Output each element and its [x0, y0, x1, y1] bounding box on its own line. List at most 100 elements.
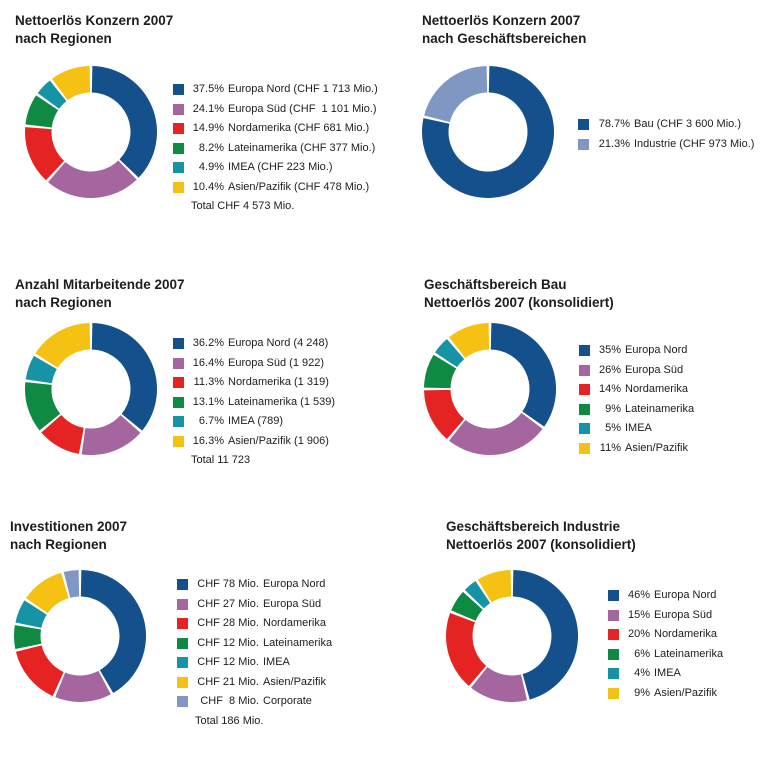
donut-segment-europa_nord: [91, 323, 157, 431]
chart-legend: 78.7% Bau (CHF 3 600 Mio.) 21.3% Industrie …: [578, 115, 754, 154]
donut-segment-asien_pazifik: [25, 572, 69, 614]
legend-label: Europa Nord: [654, 589, 717, 602]
donut-segment-asien_pazifik: [51, 66, 91, 101]
legend-label: Lateinamerika (1 539): [228, 395, 336, 408]
europa_sued-swatch-icon: [173, 357, 184, 369]
legend-total: Total 11 723: [191, 454, 251, 467]
legend-value: CHF 8 Mio.: [200, 695, 259, 708]
legend-item: 16.4% Europa Süd (1 922): [173, 354, 335, 374]
legend-item: CHF 12 Mio. IMEA: [177, 653, 332, 673]
donut-segment-europa_sued: [81, 415, 141, 455]
donut-segment-imea: [435, 339, 465, 368]
legend-value: CHF 21 Mio.: [197, 675, 259, 688]
donut-segment-europa_nord: [80, 570, 146, 694]
legend-value: 15%: [627, 608, 650, 621]
legend-item: CHF 27 Mio. Europa Süd: [177, 595, 332, 615]
asien_pazifik-swatch-icon: [608, 687, 619, 699]
donut-segment-imea: [25, 355, 57, 384]
donut-segment-lateinamerika: [14, 625, 42, 650]
donut-segment-europa_nord: [91, 66, 157, 178]
donut-segment-imea: [464, 581, 491, 609]
legend-item: 9% Lateinamerika: [579, 400, 694, 420]
legend-value: 21.3%: [598, 137, 630, 150]
legend-item: 15% Europa Süd: [608, 606, 723, 626]
legend-item: CHF 8 Mio. Corporate: [177, 692, 332, 712]
lateinamerika-swatch-icon: [173, 142, 184, 154]
chart-title-line: Nettoerlös Konzern 2007: [422, 13, 581, 28]
donut-segment-nordamerika: [446, 612, 487, 686]
legend-item: 21.3% Industrie (CHF 973 Mio.): [578, 135, 754, 155]
legend-label: Nordamerika: [625, 383, 688, 396]
lateinamerika-swatch-icon: [177, 637, 188, 649]
legend-item: CHF 28 Mio. Nordamerika: [177, 614, 332, 634]
legend-value: 14.9%: [192, 122, 224, 135]
legend-label: Europa Nord (CHF 1 713 Mio.): [228, 83, 378, 96]
chart-nettoerloes-konzern-nach-geschaeftsbereichen: Nettoerlös Konzern 2007 nach Geschäftsber…: [422, 12, 754, 198]
legend-label: IMEA: [263, 656, 290, 669]
legend-label: Nordamerika (1 319): [228, 376, 329, 389]
legend-label: IMEA (789): [228, 415, 284, 428]
legend-value: 8.2%: [198, 141, 224, 154]
legend-label: Europa Süd: [625, 363, 684, 376]
legend-label: Nordamerika: [654, 628, 717, 641]
legend-value: CHF 28 Mio.: [197, 617, 259, 630]
legend-value: 9%: [634, 686, 650, 699]
nordamerika-swatch-icon: [173, 123, 184, 135]
legend-item: 24.1% Europa Süd (CHF 1 101 Mio.): [173, 100, 378, 120]
legend-value: 4.9%: [198, 161, 224, 174]
donut-segment-europa_sued: [48, 160, 137, 198]
chart-legend: 37.5% Europa Nord (CHF 1 713 Mio.) 24.1% Eu…: [173, 80, 378, 217]
chart-legend: 46% Europa Nord 15% Europa Süd 20% Nordamerik…: [608, 586, 723, 703]
legend-value: 37.5%: [192, 83, 224, 96]
legend-value: 6.7%: [198, 415, 224, 428]
chart-investitionen-nach-regionen: Investitionen 2007 nach Regionen CHF 78 M…: [10, 518, 332, 731]
legend-value: CHF 12 Mio.: [197, 636, 259, 649]
donut-segment-lateinamerika: [25, 95, 59, 128]
donut-chart: [422, 66, 554, 198]
chart-title-line: Geschäftsbereich Bau: [424, 277, 567, 292]
chart-legend: CHF 78 Mio. Europa Nord CHF 27 Mio. Europa …: [177, 575, 332, 731]
legend-value: 24.1%: [192, 102, 224, 115]
chart-geschaeftsbereich-industrie-nettoerloes: Geschäftsbereich Industrie Nettoerlös 200…: [446, 518, 723, 703]
europa_nord-swatch-icon: [579, 345, 590, 357]
donut-segment-europa_sued: [471, 666, 528, 702]
legend-total: Total 186 Mio.: [195, 714, 264, 727]
legend-label: Bau (CHF 3 600 Mio.): [634, 118, 741, 131]
chart-body: 78.7% Bau (CHF 3 600 Mio.) 21.3% Industrie …: [422, 66, 754, 198]
legend-item: 8.2% Lateinamerika (CHF 377 Mio.): [173, 139, 378, 159]
legend-label: Industrie (CHF 973 Mio.): [634, 137, 755, 150]
chart-legend: 35% Europa Nord 26% Europa Süd 14% Nordamerik…: [579, 341, 694, 458]
chart-body: 36.2% Europa Nord (4 248) 16.4% Europa Süd …: [15, 323, 335, 471]
legend-item: 5% IMEA: [579, 419, 694, 439]
donut-chart: [424, 323, 556, 455]
legend-value: 16.4%: [192, 356, 224, 369]
legend-label: Corporate: [263, 695, 312, 708]
legend-label: Lateinamerika: [263, 636, 333, 649]
legend-item: 11% Asien/Pazifik: [579, 439, 694, 459]
chart-title-line: nach Regionen: [15, 295, 112, 310]
legend-item: 46% Europa Nord: [608, 586, 723, 606]
legend-label: Nordamerika: [263, 617, 326, 630]
legend-value: 20%: [627, 628, 650, 641]
legend-item: 35% Europa Nord: [579, 341, 694, 361]
legend-label: Lateinamerika: [654, 647, 724, 660]
chart-legend: 36.2% Europa Nord (4 248) 16.4% Europa Süd …: [173, 334, 335, 471]
chart-title: Nettoerlös Konzern 2007 nach Geschäftsber…: [422, 12, 754, 48]
legend-item: 11.3% Nordamerika (1 319): [173, 373, 335, 393]
donut-segment-imea: [15, 600, 47, 628]
legend-item: 14% Nordamerika: [579, 380, 694, 400]
legend-value: 5%: [605, 422, 621, 435]
donut-segment-asien_pazifik: [477, 570, 512, 603]
legend-value: 9%: [605, 402, 621, 415]
legend-total: Total CHF 4 573 Mio.: [191, 200, 295, 213]
europa_nord-swatch-icon: [608, 590, 619, 602]
lateinamerika-swatch-icon: [608, 648, 619, 660]
legend-item: CHF 21 Mio. Asien/Pazifik: [177, 673, 332, 693]
chart-title: Geschäftsbereich Industrie Nettoerlös 200…: [446, 518, 723, 554]
chart-title-line: Nettoerlös 2007 (konsolidiert): [424, 295, 614, 310]
nordamerika-swatch-icon: [173, 377, 184, 389]
chart-body: 46% Europa Nord 15% Europa Süd 20% Nordamerik…: [446, 570, 723, 703]
legend-value: 36.2%: [192, 337, 224, 350]
donut-chart: [25, 66, 157, 198]
